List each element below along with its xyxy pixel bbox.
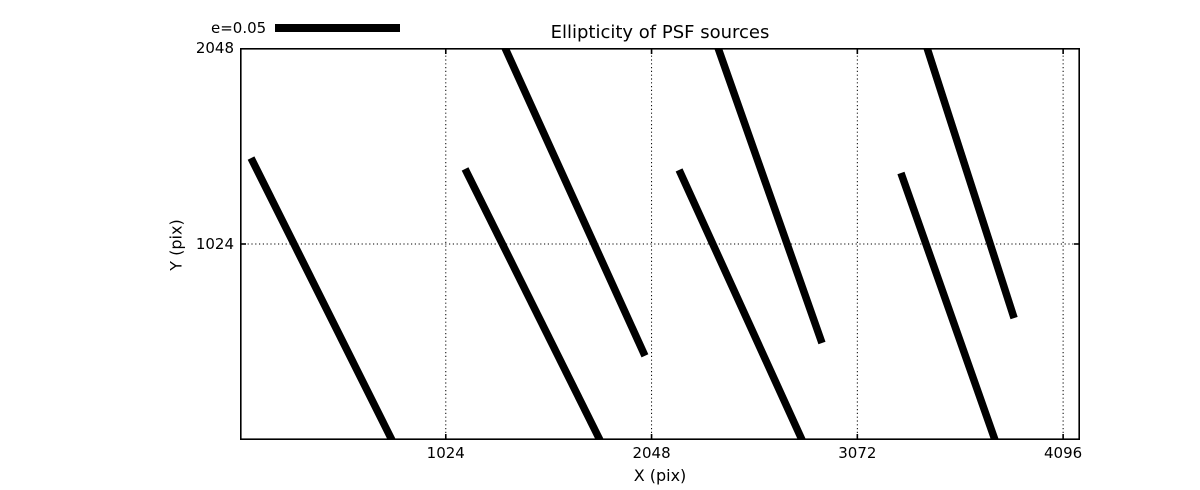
ellipticity-whisker (675, 168, 806, 440)
y-axis-label: Y (pix) (166, 219, 186, 271)
y-tick-label: 2048 (195, 39, 234, 57)
legend-label: e=0.05 (211, 19, 267, 37)
x-tick-label: 1024 (426, 444, 465, 462)
legend: e=0.05 (211, 19, 401, 37)
x-tick-label: 4096 (1044, 444, 1083, 462)
ellipticity-whisker (247, 156, 396, 440)
x-tick-label: 2048 (632, 444, 671, 462)
y-tick-label: 1024 (195, 235, 234, 253)
chart-title: Ellipticity of PSF sources (550, 22, 770, 43)
ellipticity-whisker (461, 167, 604, 440)
axes-frame (240, 48, 1080, 440)
x-tick-label: 3072 (838, 444, 877, 462)
x-axis-label: X (pix) (633, 466, 687, 485)
ellipticity-whisker (714, 48, 826, 345)
ellipticity-whisker (501, 48, 649, 358)
plot-area (240, 48, 1080, 440)
ellipticity-whisker (923, 48, 1018, 320)
legend-scale-bar (275, 24, 401, 32)
ellipticity-whisker (897, 171, 999, 440)
